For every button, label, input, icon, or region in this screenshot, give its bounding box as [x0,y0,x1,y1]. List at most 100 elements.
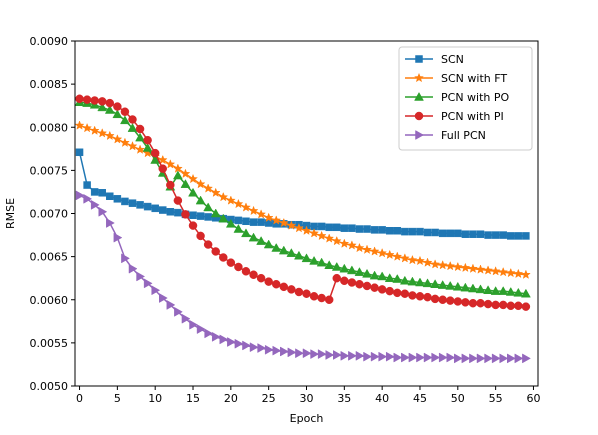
data-point [272,345,282,356]
data-point [401,352,410,363]
data-point [499,353,509,364]
data-point [181,313,191,324]
legend-label: SCN [441,53,464,66]
data-point [143,202,152,211]
data-point [294,287,304,297]
legend-swatch-marker [414,72,424,83]
data-point [445,280,456,290]
data-point [415,255,425,266]
data-point [384,273,395,282]
data-point [127,123,138,132]
data-point [355,225,364,233]
data-point [400,289,410,298]
data-point [354,242,365,253]
data-point [445,260,456,271]
data-point [150,148,160,158]
data-point [483,285,493,295]
data-point [521,302,531,311]
data-point [310,349,320,360]
data-point [287,347,297,358]
data-point [301,225,312,235]
data-point [324,260,335,269]
data-point [181,210,190,219]
data-point [158,164,168,173]
data-point [248,232,259,242]
data-point [408,227,417,236]
data-point [476,353,486,364]
data-point [136,271,146,282]
data-point [143,135,152,145]
data-point [293,222,304,233]
data-point [309,255,319,265]
data-point [204,328,214,339]
data-point [97,97,107,106]
data-point [196,231,205,241]
data-point [257,343,267,353]
x-tick-label: 20 [224,392,238,405]
data-point [294,250,304,260]
data-point [385,286,394,296]
data-point [347,278,357,287]
series-pcn-with-pi [75,94,531,311]
data-point [98,189,106,197]
data-point [324,233,335,243]
data-point [507,232,515,240]
data-point [106,192,114,200]
data-point [128,115,137,124]
data-point [159,206,167,214]
data-point [416,227,424,236]
data-point [460,282,471,292]
data-point [301,253,312,263]
data-point [159,293,168,303]
data-point [362,281,372,291]
data-point [135,144,146,154]
data-point [135,132,145,142]
data-point [431,352,441,363]
data-point [491,300,500,310]
data-point [423,228,432,237]
data-point [317,293,326,303]
data-point [415,277,425,287]
data-point [97,102,108,112]
legend-item: PCN with PO [405,91,510,104]
data-point [157,154,168,165]
data-point [128,263,138,274]
data-point [271,279,281,289]
data-point [461,353,471,364]
data-point [370,351,380,362]
data-point [189,319,199,330]
data-point [226,258,236,267]
legend-label: Full PCN [441,129,486,142]
data-point [369,270,380,280]
data-point [264,277,273,286]
data-point [249,218,258,226]
data-point [475,284,486,294]
data-point [218,191,229,202]
data-point [127,141,138,151]
data-point [242,340,251,351]
data-point [263,212,274,223]
data-point [408,291,417,300]
data-point [437,280,448,289]
data-point [453,297,463,306]
data-point [317,222,326,231]
data-point [203,240,213,249]
data-point [309,292,319,301]
data-point [287,285,296,294]
data-point [461,230,470,238]
data-point [166,299,176,310]
data-point [499,231,507,239]
data-point [150,155,161,164]
data-point [430,259,441,269]
legend-item: SCN [405,53,464,66]
x-tick-label: 30 [300,392,314,405]
data-point [514,301,523,311]
data-point [89,125,100,135]
data-point [333,350,342,360]
data-point [506,301,516,311]
data-point [399,253,410,263]
data-point [355,350,365,361]
x-tick-label: 10 [148,392,162,405]
data-point [484,353,494,364]
data-point [112,134,123,144]
